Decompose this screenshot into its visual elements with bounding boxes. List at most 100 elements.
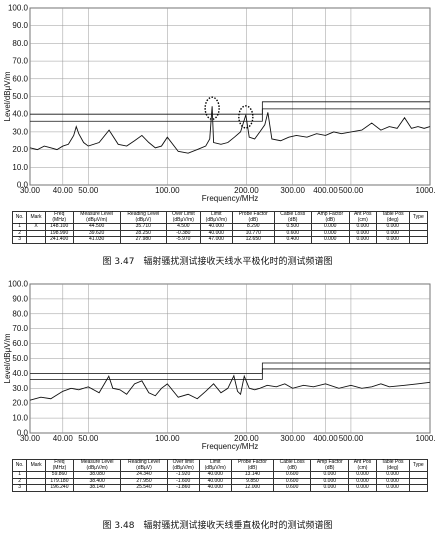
header-cell: Over Limit (dBμV/m) bbox=[165, 210, 201, 225]
spectrum-trace bbox=[29, 106, 431, 154]
header-cell: Measure Level (dBμV/m) bbox=[72, 458, 122, 473]
header-cell: Ant Pos (cm) bbox=[348, 210, 377, 225]
table-cell bbox=[408, 471, 429, 479]
x-axis-label: Frequency/MHz bbox=[202, 194, 258, 203]
x-tick-label: 500.00 bbox=[339, 186, 364, 195]
table-cell: 0.000 bbox=[310, 236, 350, 244]
table-cell: -1.860 bbox=[166, 484, 200, 492]
table-cell: 38.140 bbox=[72, 484, 122, 492]
header-cell: Cable Loss (dB) bbox=[273, 210, 312, 225]
table-row: 3 241.400 41.030 27.980 -5.970 47.000 12.650 0.… bbox=[11, 236, 429, 244]
y-tick-label: 40.0 bbox=[12, 369, 28, 378]
table-row: 1 59.860 38.080 24.340 -1.920 40.000 13.140 0.6… bbox=[11, 471, 429, 479]
header-row: No. Mark Freq (MHz) Measure Level (dBμV/m) R… bbox=[11, 458, 429, 473]
x-tick-label: 400.00 bbox=[313, 434, 338, 443]
y-tick-label: 0.0 bbox=[17, 429, 29, 438]
x-axis-label: Frequency/MHz bbox=[202, 442, 258, 451]
y-tick-label: 20.0 bbox=[12, 399, 28, 408]
table-cell: 0.600 bbox=[273, 484, 312, 492]
table-cell: 0.000 bbox=[348, 236, 377, 244]
table-cell: 12.000 bbox=[230, 484, 275, 492]
figure-caption: 图 3.48 辐射骚扰测试接收天线垂直极化时的测试频谱图 bbox=[102, 521, 333, 531]
table-cell bbox=[26, 477, 46, 486]
y-tick-label: 50.0 bbox=[12, 92, 28, 101]
marker-table: No. Mark Freq (MHz) Measure Level (dBμV/m) R… bbox=[11, 458, 429, 492]
table-cell: 40.000 bbox=[198, 484, 232, 492]
table-cell: 25.540 bbox=[120, 484, 168, 492]
table-cell: X bbox=[26, 223, 46, 231]
table-cell: 12.650 bbox=[231, 236, 275, 244]
x-tick-label: 300.00 bbox=[280, 434, 305, 443]
y-tick-label: 20.0 bbox=[12, 145, 28, 154]
table-cell: 0.000 bbox=[375, 484, 410, 492]
x-tick-label: 200.00 bbox=[234, 434, 259, 443]
header-cell: Limit (dBμV/m) bbox=[199, 210, 233, 225]
header-cell: Reading Level (dBμV) bbox=[119, 210, 167, 225]
header-cell: Type bbox=[408, 210, 429, 225]
table-cell bbox=[408, 484, 429, 492]
y-tick-label: 50.0 bbox=[12, 354, 28, 363]
y-tick-label: 70.0 bbox=[12, 57, 28, 66]
header-cell: Mark bbox=[26, 458, 46, 473]
x-tick-label: 100.00 bbox=[155, 434, 180, 443]
x-tick-label: 400.00 bbox=[313, 186, 338, 195]
y-tick-label: 10.0 bbox=[12, 163, 28, 172]
header-cell: Limit (dBμV/m) bbox=[198, 458, 232, 473]
table-row: 1 X 148.100 44.500 35.710 4.500 40.000 8.290 0.5… bbox=[11, 223, 429, 231]
y-axis-label: Level/dBμV/m bbox=[3, 333, 12, 383]
y-tick-label: 30.0 bbox=[12, 384, 28, 393]
table-cell: 196.240 bbox=[44, 484, 74, 492]
y-tick-label: 90.0 bbox=[12, 294, 28, 303]
highlight-ring bbox=[204, 96, 220, 120]
header-row: No. Mark Freq (MHz) Measure Level (dBμV/m) R… bbox=[11, 210, 429, 225]
x-tick-label: 100.00 bbox=[155, 186, 180, 195]
y-tick-label: 60.0 bbox=[12, 339, 28, 348]
header-cell: Freq (MHz) bbox=[44, 458, 74, 473]
x-tick-label: 30.00 bbox=[20, 434, 41, 443]
limit-line bbox=[30, 368, 430, 380]
x-tick-label: 40.00 bbox=[53, 186, 74, 195]
figure-caption: 图 3.47 辐射骚扰测试接收天线水平极化时的测试频谱图 bbox=[102, 257, 333, 267]
table-cell: -5.970 bbox=[165, 236, 201, 244]
header-cell: Cable Loss (dB) bbox=[273, 458, 312, 473]
table-row: 3 196.240 38.140 25.540 -1.860 40.000 12.000 0.… bbox=[11, 484, 429, 492]
y-tick-label: 0.0 bbox=[17, 181, 29, 190]
x-tick-label: 1000.00 bbox=[416, 434, 435, 443]
x-tick-label: 50.00 bbox=[78, 186, 99, 195]
header-cell: Probe Factor (dB) bbox=[230, 458, 275, 473]
table-cell bbox=[408, 477, 429, 486]
table-cell bbox=[26, 484, 46, 492]
header-cell: Table Pos (deg) bbox=[375, 210, 410, 225]
header-cell: No. bbox=[11, 210, 28, 225]
header-cell: Table Pos (deg) bbox=[375, 458, 410, 473]
table-cell: 0.000 bbox=[348, 484, 377, 492]
header-cell: Mark bbox=[26, 210, 46, 225]
header-cell: Amp Factor (dB) bbox=[310, 458, 350, 473]
table-cell bbox=[408, 236, 429, 244]
x-tick-label: 50.00 bbox=[78, 434, 99, 443]
table-cell: 27.980 bbox=[119, 236, 167, 244]
table-cell: 0.000 bbox=[375, 236, 410, 244]
header-cell: Over limit (dBμV/m) bbox=[166, 458, 200, 473]
table-cell: 0.400 bbox=[273, 236, 312, 244]
y-tick-label: 100.0 bbox=[8, 4, 29, 13]
y-tick-label: 80.0 bbox=[12, 309, 28, 318]
header-cell: Ant Pos (cm) bbox=[348, 458, 377, 473]
table-cell bbox=[26, 236, 46, 244]
x-tick-label: 40.00 bbox=[53, 434, 74, 443]
table-cell: 0.000 bbox=[310, 484, 350, 492]
x-tick-label: 300.00 bbox=[280, 186, 305, 195]
x-tick-label: 200.00 bbox=[234, 186, 259, 195]
y-tick-label: 70.0 bbox=[12, 324, 28, 333]
y-tick-label: 100.0 bbox=[8, 280, 29, 289]
y-tick-label: 10.0 bbox=[12, 414, 28, 423]
header-cell: Measure Level (dBμV/m) bbox=[72, 210, 121, 225]
y-tick-label: 80.0 bbox=[12, 39, 28, 48]
table-cell bbox=[26, 471, 46, 479]
y-axis-label: Level/dBμV/m bbox=[3, 71, 12, 121]
x-tick-label: 1000.00 bbox=[416, 186, 435, 195]
marker-table: No. Mark Freq (MHz) Measure Level (dBμV/m) R… bbox=[11, 210, 429, 244]
header-cell: Reading Level (dBμV) bbox=[120, 458, 168, 473]
